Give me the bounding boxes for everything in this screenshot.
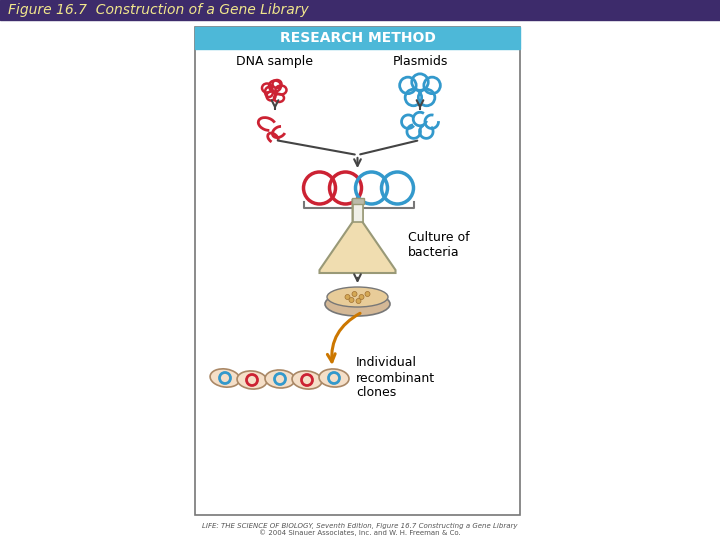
Ellipse shape <box>210 369 240 387</box>
Circle shape <box>359 294 364 300</box>
Bar <box>353 200 362 222</box>
Polygon shape <box>320 222 395 273</box>
Circle shape <box>352 292 357 296</box>
Ellipse shape <box>327 287 388 307</box>
Circle shape <box>365 292 370 296</box>
Ellipse shape <box>237 371 267 389</box>
Text: Plasmids: Plasmids <box>392 55 448 68</box>
Circle shape <box>349 298 354 302</box>
Bar <box>195 27 520 515</box>
Bar <box>351 198 364 204</box>
Bar <box>195 27 520 49</box>
Text: © 2004 Sinauer Associates, Inc. and W. H. Freeman & Co.: © 2004 Sinauer Associates, Inc. and W. H… <box>259 530 461 536</box>
Text: Individual
recombinant
clones: Individual recombinant clones <box>356 356 435 400</box>
Text: Culture of
bacteria: Culture of bacteria <box>408 231 469 259</box>
Circle shape <box>356 299 361 303</box>
Text: DNA sample: DNA sample <box>236 55 313 68</box>
Ellipse shape <box>319 369 349 387</box>
Text: LIFE: THE SCIENCE OF BIOLOGY, Seventh Edition, Figure 16.7 Constructing a Gene L: LIFE: THE SCIENCE OF BIOLOGY, Seventh Ed… <box>202 523 518 529</box>
Text: RESEARCH METHOD: RESEARCH METHOD <box>279 31 436 45</box>
Ellipse shape <box>265 370 295 388</box>
Bar <box>0 0 720 20</box>
Text: Figure 16.7  Construction of a Gene Library: Figure 16.7 Construction of a Gene Libra… <box>8 3 309 17</box>
FancyArrowPatch shape <box>328 313 360 362</box>
Ellipse shape <box>325 292 390 316</box>
Ellipse shape <box>292 371 322 389</box>
Circle shape <box>345 294 350 300</box>
